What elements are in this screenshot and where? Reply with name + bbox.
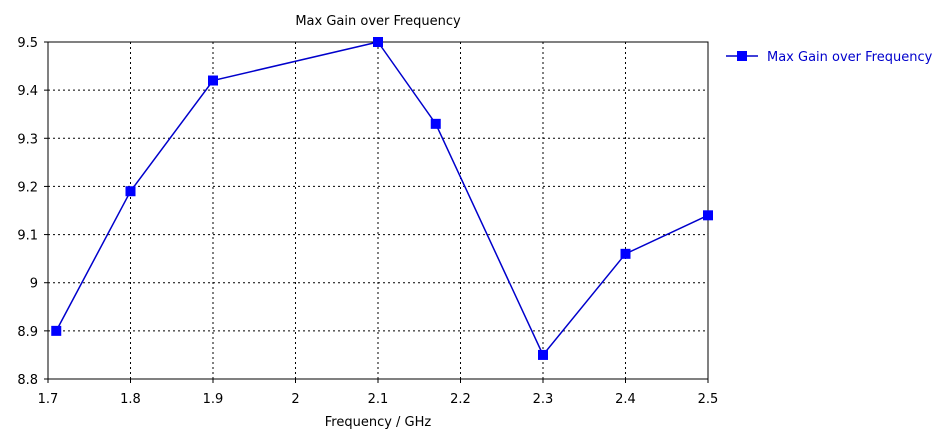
y-tick-label: 9 <box>30 277 38 292</box>
y-tick-label: 9.5 <box>17 36 38 51</box>
y-tick-label: 8.9 <box>17 325 38 340</box>
x-tick-label: 2.4 <box>615 392 636 407</box>
x-tick-label: 2 <box>291 392 299 407</box>
x-axis-ticks: 1.7 1.8 1.9 2 2.1 2.2 2.3 2.4 2.5 <box>38 379 719 407</box>
legend: Max Gain over Frequency <box>726 50 933 65</box>
y-tick-label: 9.4 <box>17 84 38 99</box>
x-tick-label: 2.1 <box>368 392 389 407</box>
data-point-marker <box>703 210 713 221</box>
data-point-marker <box>51 325 62 336</box>
data-point-marker <box>620 248 631 259</box>
data-point-marker <box>373 37 383 47</box>
legend-marker <box>737 51 747 61</box>
y-tick-label: 9.3 <box>17 132 38 147</box>
chart-title: Max Gain over Frequency <box>295 14 461 29</box>
data-point-marker <box>538 349 548 360</box>
x-tick-label: 2.3 <box>533 392 554 407</box>
y-tick-label: 9.2 <box>17 180 38 195</box>
series-layer <box>51 37 713 360</box>
y-tick-label: 8.8 <box>17 373 38 388</box>
x-tick-label: 2.5 <box>698 392 719 407</box>
x-tick-label: 2.2 <box>450 392 471 407</box>
data-point-marker <box>125 186 136 197</box>
y-tick-label: 9.1 <box>17 229 38 244</box>
data-point-marker <box>208 75 218 86</box>
x-tick-label: 1.7 <box>38 392 59 407</box>
x-tick-label: 1.8 <box>120 392 141 407</box>
x-axis-label: Frequency / GHz <box>325 415 432 430</box>
series-line <box>55 41 709 357</box>
grid-lines <box>47 41 709 380</box>
legend-label: Max Gain over Frequency <box>767 50 933 65</box>
y-axis-ticks: 8.8 8.9 9 9.1 9.2 9.3 9.4 9.5 <box>17 36 48 388</box>
x-tick-label: 1.9 <box>203 392 224 407</box>
data-point-marker <box>430 118 441 129</box>
